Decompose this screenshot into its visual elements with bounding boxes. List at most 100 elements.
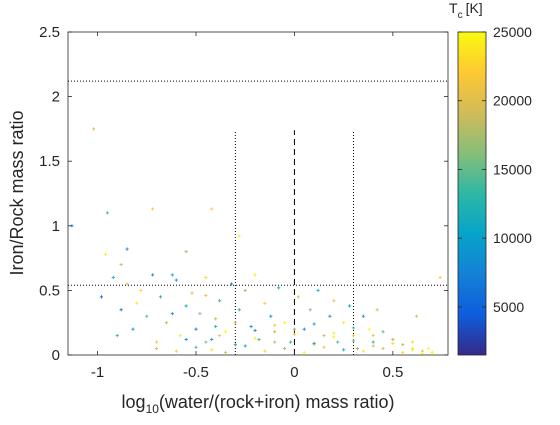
data-point — [210, 207, 214, 211]
data-point — [218, 334, 222, 338]
data-point — [253, 328, 257, 333]
axes — [67, 31, 449, 356]
data-point — [253, 336, 257, 340]
plot-frame — [67, 31, 449, 356]
data-point — [375, 308, 379, 312]
data-point — [229, 282, 234, 286]
data-point — [151, 273, 155, 277]
data-point — [332, 331, 336, 335]
colorbar — [457, 31, 487, 356]
colorbar-tick-label: 5000 — [493, 299, 524, 315]
data-point — [367, 327, 371, 331]
data-point — [139, 288, 143, 292]
data-point — [438, 275, 442, 280]
data-point — [233, 321, 237, 325]
data-point — [282, 321, 287, 325]
data-point — [91, 127, 96, 131]
y-tick-label: 0 — [52, 347, 60, 364]
data-point — [351, 326, 356, 330]
reference-lines — [68, 80, 448, 355]
data-point — [198, 312, 202, 316]
data-point — [288, 340, 293, 344]
data-point — [336, 340, 340, 344]
data-point — [401, 350, 405, 355]
data-point — [269, 314, 273, 318]
data-point — [351, 334, 356, 338]
data-point — [204, 293, 208, 298]
data-point — [233, 343, 237, 347]
x-tick-label: 0.5 — [382, 364, 403, 381]
data-point — [155, 340, 159, 344]
data-point — [263, 301, 267, 305]
data-point — [105, 211, 109, 215]
data-point — [223, 350, 228, 355]
data-point — [347, 304, 352, 308]
data-point — [214, 317, 218, 321]
colorbar-tick-label: 10000 — [493, 230, 532, 246]
data-point — [342, 321, 346, 325]
data-point — [170, 312, 174, 316]
data-point — [332, 299, 336, 303]
data-point — [401, 343, 405, 347]
data-point — [316, 288, 320, 292]
plot-area — [68, 32, 448, 355]
colorbar-title-unit: [K] — [466, 0, 483, 16]
data-point — [312, 341, 316, 345]
y-tick-label: 1 — [52, 218, 60, 235]
data-point — [410, 348, 415, 352]
x-axis-label-prefix: log — [122, 392, 146, 412]
data-point — [312, 322, 316, 326]
data-point — [371, 344, 375, 348]
data-point — [194, 345, 198, 349]
data-point — [151, 207, 155, 211]
data-point — [125, 247, 129, 251]
data-point — [243, 288, 247, 292]
data-point — [322, 345, 326, 349]
data-point — [237, 308, 241, 312]
data-point — [253, 273, 257, 277]
data-point — [292, 332, 297, 336]
data-point — [302, 327, 306, 331]
data-point — [273, 340, 277, 344]
data-point — [178, 334, 182, 338]
data-point — [263, 349, 267, 353]
data-point — [391, 341, 395, 345]
data-point — [351, 339, 356, 343]
data-point — [292, 327, 297, 331]
data-point — [282, 346, 287, 351]
colorbar-ticks: 5000 10000 15000 20000 25000 — [458, 24, 532, 315]
data-point — [361, 314, 365, 318]
data-point — [410, 340, 415, 344]
data-point — [184, 337, 188, 342]
data-point — [414, 314, 419, 318]
data-point — [145, 314, 149, 318]
data-point — [210, 348, 214, 352]
colorbar-tick-label: 15000 — [493, 161, 532, 177]
data-point — [190, 291, 194, 295]
data-point — [103, 252, 108, 256]
x-tick-label: 0 — [290, 364, 298, 381]
data-point — [355, 346, 360, 351]
data-point — [426, 346, 430, 351]
data-point — [302, 350, 306, 355]
data-point — [158, 295, 163, 299]
data-point — [204, 340, 208, 344]
y-tick-label: 2 — [52, 89, 60, 106]
x-axis-ticks: -1 -0.5 0 0.5 — [91, 32, 403, 381]
data-point — [243, 344, 247, 348]
data-point — [430, 350, 434, 355]
data-point — [371, 340, 375, 344]
data-point — [131, 327, 135, 331]
data-point — [273, 330, 277, 334]
data-point — [342, 348, 346, 352]
colorbar-tick-label: 20000 — [493, 93, 532, 109]
data-point — [135, 301, 139, 305]
data-point — [111, 275, 115, 280]
data-point — [381, 330, 385, 334]
data-point — [119, 262, 123, 267]
colorbar-tick-label: 25000 — [493, 24, 532, 40]
data-point — [308, 308, 312, 312]
data-point — [391, 337, 395, 342]
